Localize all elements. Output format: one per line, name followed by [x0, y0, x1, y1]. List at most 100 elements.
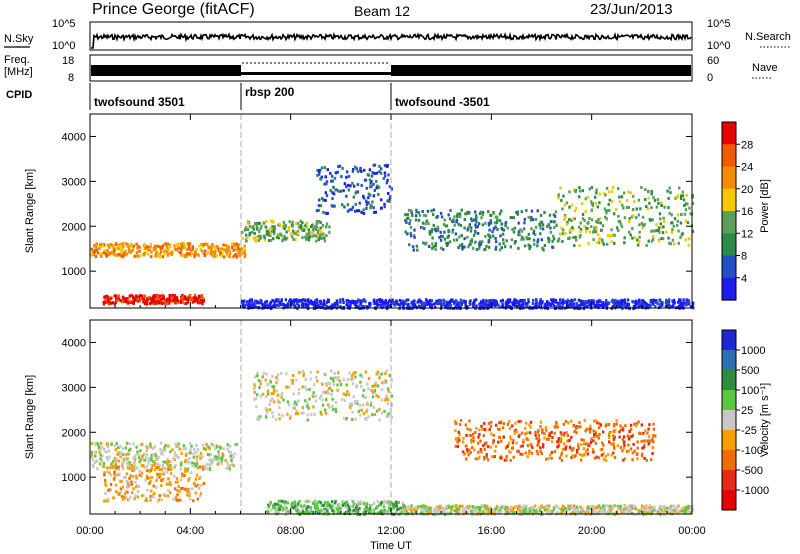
power-cell-r0	[188, 252, 191, 256]
power-cell-r1	[152, 296, 156, 300]
power-cell-r5	[685, 193, 688, 197]
velocity-cell-r1	[117, 468, 121, 472]
velocity-cell-r4	[589, 427, 592, 431]
power-cell-r0	[240, 247, 243, 251]
velocity-cell-r2	[272, 385, 275, 389]
velocity-cell-r4	[629, 423, 633, 427]
power-cell-r1	[202, 297, 205, 301]
velocity-cell-r4	[597, 456, 600, 460]
velocity-cell-r4	[550, 430, 553, 434]
velocity-cell-r4	[564, 445, 568, 449]
velocity-cell-r5	[449, 511, 452, 515]
power-cell-r5	[602, 192, 606, 196]
power-cell-r5	[623, 241, 626, 245]
velocity-cell-r2	[321, 398, 324, 402]
power-cell-r1	[139, 294, 142, 298]
velocity-cell-r0	[177, 442, 180, 446]
power-cell-r6	[298, 299, 301, 303]
power-cell-r2	[294, 238, 297, 242]
power-cell-r3	[349, 184, 352, 188]
velocity-cell-r2	[331, 397, 334, 401]
velocity-cell-r2	[291, 381, 294, 385]
velocity-cell-r5	[540, 504, 543, 508]
velocity-cell-r2	[343, 399, 347, 403]
power-cell-r0	[200, 249, 204, 253]
power-cell-r6	[561, 298, 565, 302]
velocity-cell-r3	[269, 500, 272, 504]
power-cell-r1	[117, 297, 120, 301]
velocity-cell-r3	[399, 506, 402, 510]
velocity-cell-r4	[516, 450, 519, 454]
power-cell-r4	[540, 238, 543, 242]
power-cell-r4	[460, 208, 463, 212]
power-cell-r0	[131, 248, 134, 252]
velocity-cell-r4	[492, 439, 495, 443]
velocity-cell-r4	[623, 443, 626, 447]
power-cell-r3	[367, 196, 370, 200]
power-cell-r6	[355, 300, 358, 304]
power-cell-r4	[413, 235, 416, 239]
velocity-cell-r3	[316, 509, 319, 513]
power-cell-r3	[348, 208, 351, 212]
power-cell-r0	[169, 244, 172, 248]
velocity-cell-r3	[377, 511, 380, 515]
velocity-cell-r5	[658, 509, 661, 513]
velocity-cell-r4	[562, 422, 565, 426]
power-cell-r4	[447, 230, 451, 234]
power-cell-r6	[595, 300, 599, 304]
power-cell-r4	[536, 244, 539, 248]
power-cell-r4	[471, 246, 475, 250]
velocity-cell-r1	[156, 472, 159, 476]
power-cell-r0	[209, 245, 213, 249]
velocity-cell-r2	[375, 394, 378, 398]
power-cell-r5	[637, 198, 641, 202]
velocity-cell-r3	[331, 506, 334, 510]
power-cell-r0	[117, 247, 120, 251]
power-cell-r0	[154, 254, 157, 258]
velocity-cell-r0	[90, 453, 94, 457]
velocity-cell-r2	[323, 372, 326, 376]
power-cell-r6	[583, 300, 587, 304]
velocity-cell-r0	[193, 462, 196, 466]
velocity-cell-r0	[103, 447, 106, 451]
velocity-cell-r2	[358, 403, 362, 407]
velocity-cell-r5	[609, 508, 613, 512]
power-cell-r4	[490, 213, 493, 217]
power-cell-r5	[691, 195, 694, 199]
velocity-cell-r1	[104, 482, 107, 486]
power-cell-r2	[325, 222, 329, 226]
power-cell-r6	[324, 303, 327, 307]
velocity-cell-r0	[227, 463, 230, 467]
power-cell-r6	[444, 304, 448, 308]
power-cell-r6	[362, 298, 366, 302]
velocity-cell-r3	[387, 503, 390, 506]
power-cell-r5	[645, 244, 648, 247]
velocity-cell-r4	[553, 431, 556, 435]
velocity-cell-r0	[229, 464, 232, 468]
power-cell-r6	[306, 304, 310, 308]
power-cell-r5	[568, 228, 572, 232]
power-cell-r0	[223, 248, 226, 252]
velocity-cell-r4	[612, 444, 616, 448]
velocity-cell-r5	[455, 504, 458, 508]
power-cell-r0	[243, 244, 246, 248]
power-cell-r5	[573, 209, 577, 213]
power-cell-r5	[670, 213, 673, 217]
velocity-cell-r5	[686, 511, 689, 515]
power-cell-r5	[637, 243, 640, 247]
power-cell-r4	[407, 208, 411, 212]
velocity-cell-r2	[278, 406, 281, 410]
velocity-cell-r1	[167, 477, 170, 481]
power-cell-r5	[568, 205, 571, 209]
velocity-cell-r4	[575, 431, 578, 435]
nave-tick-bottom: 0	[707, 72, 713, 84]
power-cell-r3	[386, 199, 389, 203]
power-cell-r6	[249, 301, 252, 305]
power-cell-r3	[388, 197, 391, 201]
velocity-cell-r3	[372, 508, 376, 512]
power-cell-r1	[158, 294, 162, 298]
power-cell-r5	[620, 225, 624, 229]
power-cell-r5	[679, 236, 682, 239]
velocity-cell-r4	[500, 439, 503, 443]
power-cell-r6	[672, 298, 676, 302]
